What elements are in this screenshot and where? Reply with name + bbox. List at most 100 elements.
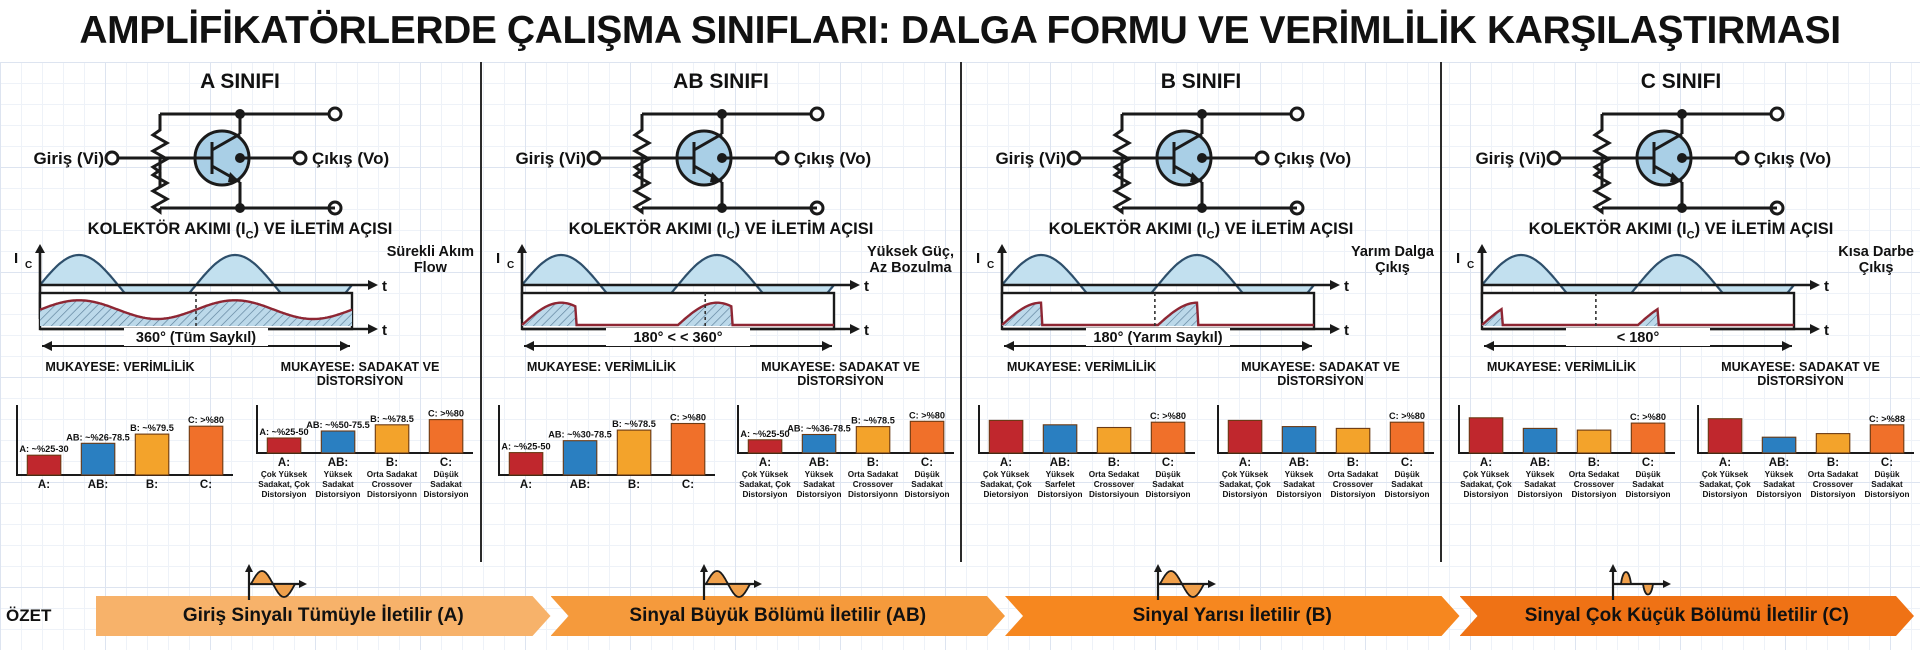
waveform-note: Yarım Dalga Çıkış	[1351, 245, 1434, 276]
bar-category-sublabel: Sadakat, Çok	[1219, 480, 1271, 489]
bar-category-sublabel: Distorsiyon	[742, 490, 787, 499]
mini-x-arrow	[299, 580, 308, 588]
bar	[562, 440, 597, 476]
current-axis-label: I	[14, 250, 18, 267]
current-axis-label: I	[976, 250, 980, 267]
bar	[428, 419, 464, 454]
wave-title-sub: C	[1686, 229, 1695, 242]
bar-category-sublabel: Yüksek	[804, 470, 833, 479]
bar-value-label: A: ~%25-30	[19, 444, 68, 454]
mini-y-arrow	[1154, 564, 1163, 572]
distortion-chart-title: MUKAYESE: SADAKAT VE DİSTORSİYON	[1201, 361, 1440, 389]
efficiency-chart-title: MUKAYESE: VERİMLİLİK	[1486, 360, 1637, 375]
efficiency-chart-title: MUKAYESE: VERİMLİLİK	[1006, 360, 1157, 375]
circuit-area: Giriş (Vi) Çıkış (Vo)	[482, 96, 960, 218]
lower-axis-arrow	[1810, 324, 1820, 335]
angle-label: 180° < < 360°	[633, 330, 722, 346]
comparison-bar-chart: A: ~%25-50 A: AB: ~%30-78.5 AB: B: ~%78.5 B: C…	[497, 405, 715, 491]
distortion-title-line1: MUKAYESE: SADAKAT VE	[1721, 360, 1880, 375]
distortion-chart: MUKAYESE: SADAKAT VE DİSTORSİYON A: ~%25-5…	[240, 361, 480, 501]
amplifier-circuit-diagram: Giriş (Vi) Çıkış (Vo)	[995, 106, 1351, 216]
angle-label: 180° (Yarım Saykıl)	[1093, 330, 1222, 346]
bar-category-label: C:	[1161, 457, 1173, 469]
bar-value-label: C: >%80	[669, 413, 705, 423]
waveform-note-line1: Yüksek Güç,	[866, 244, 954, 261]
upper-axis-t-label: t	[1344, 278, 1349, 295]
terminal-input	[586, 150, 602, 166]
distortion-title-line1: MUKAYESE: SADAKAT VE	[1241, 360, 1400, 375]
emitter-arrow	[228, 172, 240, 182]
upper-axis-t-label: t	[382, 278, 387, 295]
bar-value-label: C: >%80	[1629, 412, 1665, 422]
bar-category-label: AB:	[1049, 457, 1069, 469]
distortion-chart-title: MUKAYESE: SADAKAT VE DİSTORSİYON	[1681, 361, 1920, 389]
bar-category-sublabel: Distorsiyon	[1145, 490, 1190, 499]
bar	[1468, 417, 1503, 454]
bar-category-sublabel: Sadakat, Çok	[1460, 480, 1512, 489]
bar-category-sublabel: Düşük	[1874, 470, 1899, 479]
amplifier-circuit-diagram: Giriş (Vi) Çıkış (Vo)	[1475, 106, 1831, 216]
bar	[320, 430, 356, 454]
bar-category-sublabel: Crossover	[1332, 480, 1373, 489]
bar	[1281, 426, 1316, 454]
bar	[670, 423, 705, 476]
bar	[26, 454, 62, 476]
wave-title-part2: ) VE İLETİM AÇISI	[1694, 220, 1834, 238]
bar-category-label: B:	[627, 479, 639, 491]
circuit-wire	[1653, 132, 1683, 152]
bar-category-sublabel: Sadakat, Çok	[258, 480, 310, 489]
wave-title-sub: C	[726, 229, 735, 242]
bar	[909, 421, 944, 454]
terminal-top	[1289, 106, 1305, 122]
distortion-title-line2: DİSTORSİYON	[316, 373, 404, 388]
circuit-node	[717, 153, 727, 163]
bar-category-sublabel: Sarfelet	[1044, 480, 1074, 489]
angle-arrow-right	[340, 341, 350, 352]
angle-label-bg	[1566, 328, 1710, 347]
bar-category-sublabel: Yüksek	[1045, 470, 1074, 479]
bar-category-sublabel: Dietorsiyon	[983, 490, 1028, 499]
bar	[1576, 429, 1611, 454]
circuit-node	[1197, 203, 1207, 213]
wave-title-sub: C	[245, 229, 254, 242]
current-axis-arrow	[517, 244, 527, 254]
conduction-curve	[1481, 307, 1794, 327]
bar-category-label: A:	[1238, 457, 1250, 469]
bar-category-sublabel: Distorsiyon	[1702, 490, 1747, 499]
angle-label-bg	[1086, 328, 1230, 347]
bar-category-label: C:	[440, 457, 452, 469]
bar-category-sublabel: Yüksek	[1764, 470, 1793, 479]
summary-chevron-label: Sinyal Yarısı İletilir (B)	[1132, 605, 1332, 626]
mini-x-arrow	[1208, 580, 1217, 588]
bar-category-label: AB:	[1288, 457, 1308, 469]
angle-label: 360° (Tüm Saykıl)	[136, 330, 256, 346]
bar-category-sublabel: Sadakat	[1391, 480, 1423, 489]
bar-category-sublabel: Sadakat, Çok	[1699, 480, 1751, 489]
waveform-note: Kısa Darbe Çıkış	[1838, 245, 1914, 276]
bar-category-label: AB:	[88, 479, 108, 491]
collector-current-waveform: t I Ct 180° (Yarım Saykıl)	[976, 244, 1349, 352]
bar-category-sublabel: Sadakat	[911, 480, 943, 489]
bar-category-sublabel: Sadakat	[1763, 480, 1795, 489]
bar-category-sublabel: Düşük	[1635, 470, 1660, 479]
bar-category-sublabel: Crossover	[1573, 480, 1614, 489]
collector-current-waveform: t I Ct < 180°	[1456, 244, 1829, 352]
bar-category-sublabel: Orta Sedakat	[1088, 470, 1139, 479]
bar-value-label: B: ~%78.5	[851, 416, 895, 426]
class-column-b: B SINIFI Giriş (Vi) Çıkış (Vo) KOLEKTÖR AKI…	[960, 62, 1440, 562]
terminal-input	[1066, 150, 1082, 166]
terminal-output	[1734, 150, 1750, 166]
collector-current-waveform: t I Ct 360° (Tüm Saykıl)	[14, 244, 387, 352]
lower-axis-t-label: t	[864, 322, 869, 339]
bar-category-sublabel: Orta Sadakat	[1807, 470, 1858, 479]
summary-chevron-label: Sinyal Büyük Bölümü İletilir (AB)	[629, 605, 927, 626]
bar-value-label: A: ~%25-50	[501, 442, 550, 452]
waveform-note-line2: Az Bozulma	[869, 259, 952, 276]
charts-row: MUKAYESE: VERİMLİLİK A: Çok Yüksek Sadakat,…	[962, 360, 1440, 501]
bar-category-sublabel: Distorsiyon	[1864, 490, 1909, 499]
bar	[1761, 436, 1796, 454]
amplifier-circuit-diagram: Giriş (Vi) Çıkış (Vo)	[515, 106, 871, 216]
